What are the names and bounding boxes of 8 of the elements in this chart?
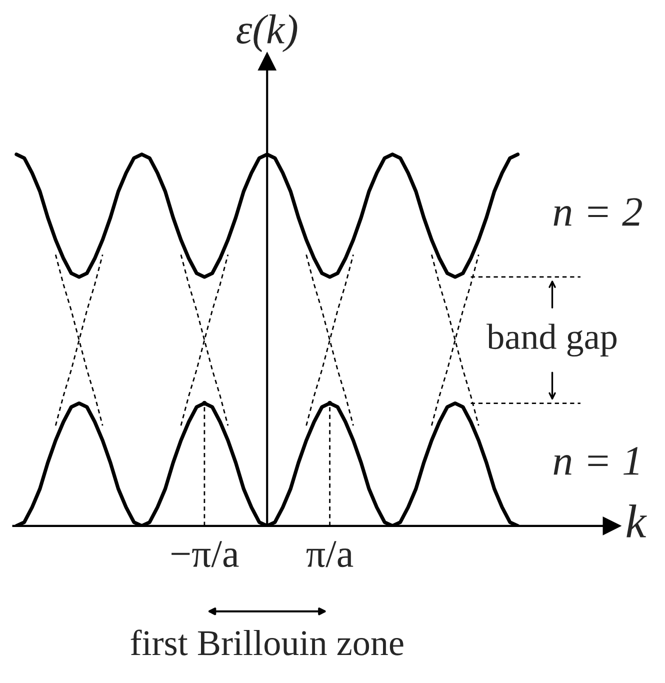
x-tick-label: −π/a — [172, 541, 239, 568]
x-tick-label: π/a — [306, 541, 354, 568]
x-axis-title: k — [626, 504, 647, 538]
annotation: band gap — [486, 324, 617, 357]
y-axis-title: ε(k) — [236, 14, 298, 52]
series-label: n = 2 — [554, 198, 642, 226]
legend-label: n = 1 — [554, 447, 638, 475]
text: first Brillouin zone — [130, 630, 404, 656]
